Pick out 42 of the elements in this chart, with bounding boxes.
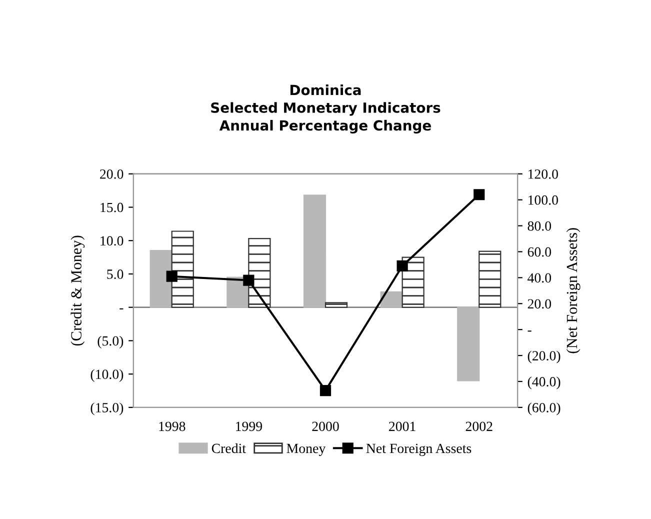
bar — [402, 256, 424, 308]
y-tick-label: 15.0 — [100, 202, 124, 212]
bar — [478, 250, 502, 308]
y-tick-label: (10.0) — [90, 369, 124, 382]
legend-label: Money — [286, 444, 326, 456]
x-tick-label: 2000 — [312, 422, 339, 432]
point — [243, 274, 254, 286]
y-tick-label: (5.0) — [98, 336, 124, 348]
bar — [457, 306, 480, 382]
y-tick-label: (15.0) — [90, 402, 124, 416]
y2-tick-label: 20.0 — [528, 299, 552, 309]
legend-label: Net Foreign Assets — [366, 444, 472, 456]
y2-tick-label: - — [528, 330, 532, 332]
y2-tick-label: (40.0) — [528, 376, 560, 390]
point — [166, 270, 178, 282]
bar — [248, 238, 271, 308]
bar — [303, 194, 326, 308]
legend-label: Credit — [212, 443, 246, 454]
y2-axis-title: (Net Foreign Assets) — [566, 228, 580, 354]
x-tick-label: 1999 — [236, 422, 262, 432]
y-tick-label: 20.0 — [100, 169, 124, 179]
point — [474, 189, 485, 200]
y-axis-title: (Credit & Money) — [70, 236, 85, 346]
y2-tick-label: 120.0 — [528, 169, 558, 179]
bar — [324, 302, 348, 308]
y2-tick-label: (60.0) — [528, 402, 560, 416]
point — [396, 260, 408, 272]
bar — [150, 250, 172, 308]
y-tick-label: 10.0 — [100, 236, 124, 246]
y2-tick-label: 80.0 — [528, 221, 552, 231]
bar — [171, 230, 194, 308]
y2-tick-label: 100.0 — [528, 195, 558, 205]
x-tick-label: 1998 — [159, 422, 186, 432]
point — [320, 384, 332, 396]
x-tick-label: 2001 — [389, 422, 416, 432]
chart-title: Dominica Selected Monetary Indicators Annual Percentage Change — [211, 84, 440, 134]
y2-tick-label: (20.0) — [528, 350, 560, 364]
y-tick-label: - — [120, 308, 124, 310]
x-tick-label: 2002 — [466, 422, 492, 432]
y2-tick-label: 60.0 — [528, 247, 552, 257]
y-tick-label: 5.0 — [107, 270, 124, 279]
y2-tick-label: 40.0 — [528, 273, 552, 283]
